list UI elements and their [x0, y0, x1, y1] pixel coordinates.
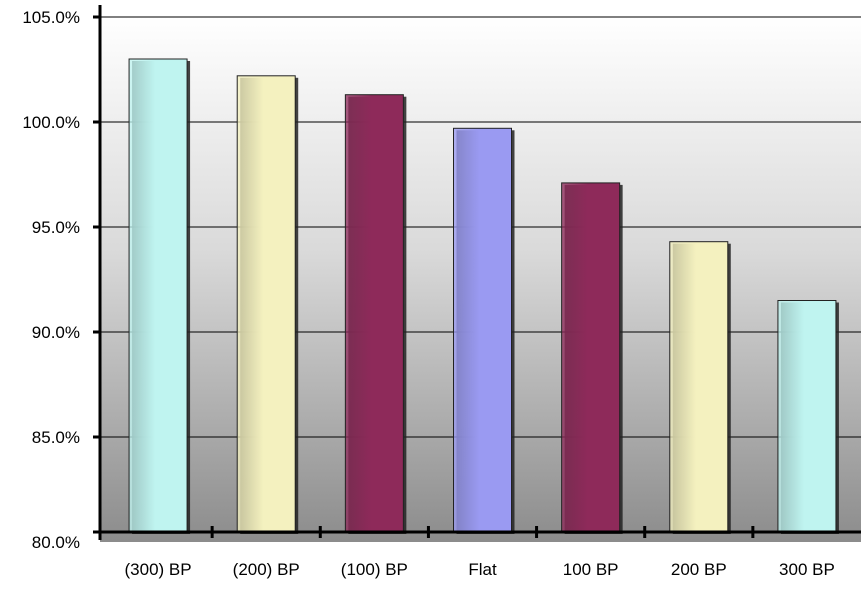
x-tick-label: 300 BP [779, 560, 835, 579]
x-tick-label: Flat [468, 560, 497, 579]
bar-3 [453, 127, 512, 533]
bars [128, 58, 839, 535]
bar-4 [561, 182, 621, 533]
bar-1 [236, 75, 296, 533]
x-tick-label: (100) BP [341, 560, 408, 579]
x-tick-label: (300) BP [125, 560, 192, 579]
y-tick-label: 100.0% [22, 113, 80, 132]
y-tick-label: 90.0% [32, 323, 80, 342]
bar-0 [128, 58, 188, 533]
bar-6 [777, 300, 837, 533]
labels: 80.0% 85.0% 90.0% 95.0% 100.0% 105.0% (300) BP… [22, 8, 834, 579]
y-tick-label: 95.0% [32, 218, 80, 237]
y-tick-label: 80.0% [32, 533, 80, 552]
x-tick-label: 100 BP [563, 560, 619, 579]
x-tick-label: (200) BP [233, 560, 300, 579]
x-tick-label: 200 BP [671, 560, 727, 579]
y-tick-label: 85.0% [32, 428, 80, 447]
y-tick-label: 105.0% [22, 8, 80, 27]
bar-2 [344, 94, 404, 533]
bar-5 [669, 241, 729, 533]
axes [93, 5, 861, 540]
